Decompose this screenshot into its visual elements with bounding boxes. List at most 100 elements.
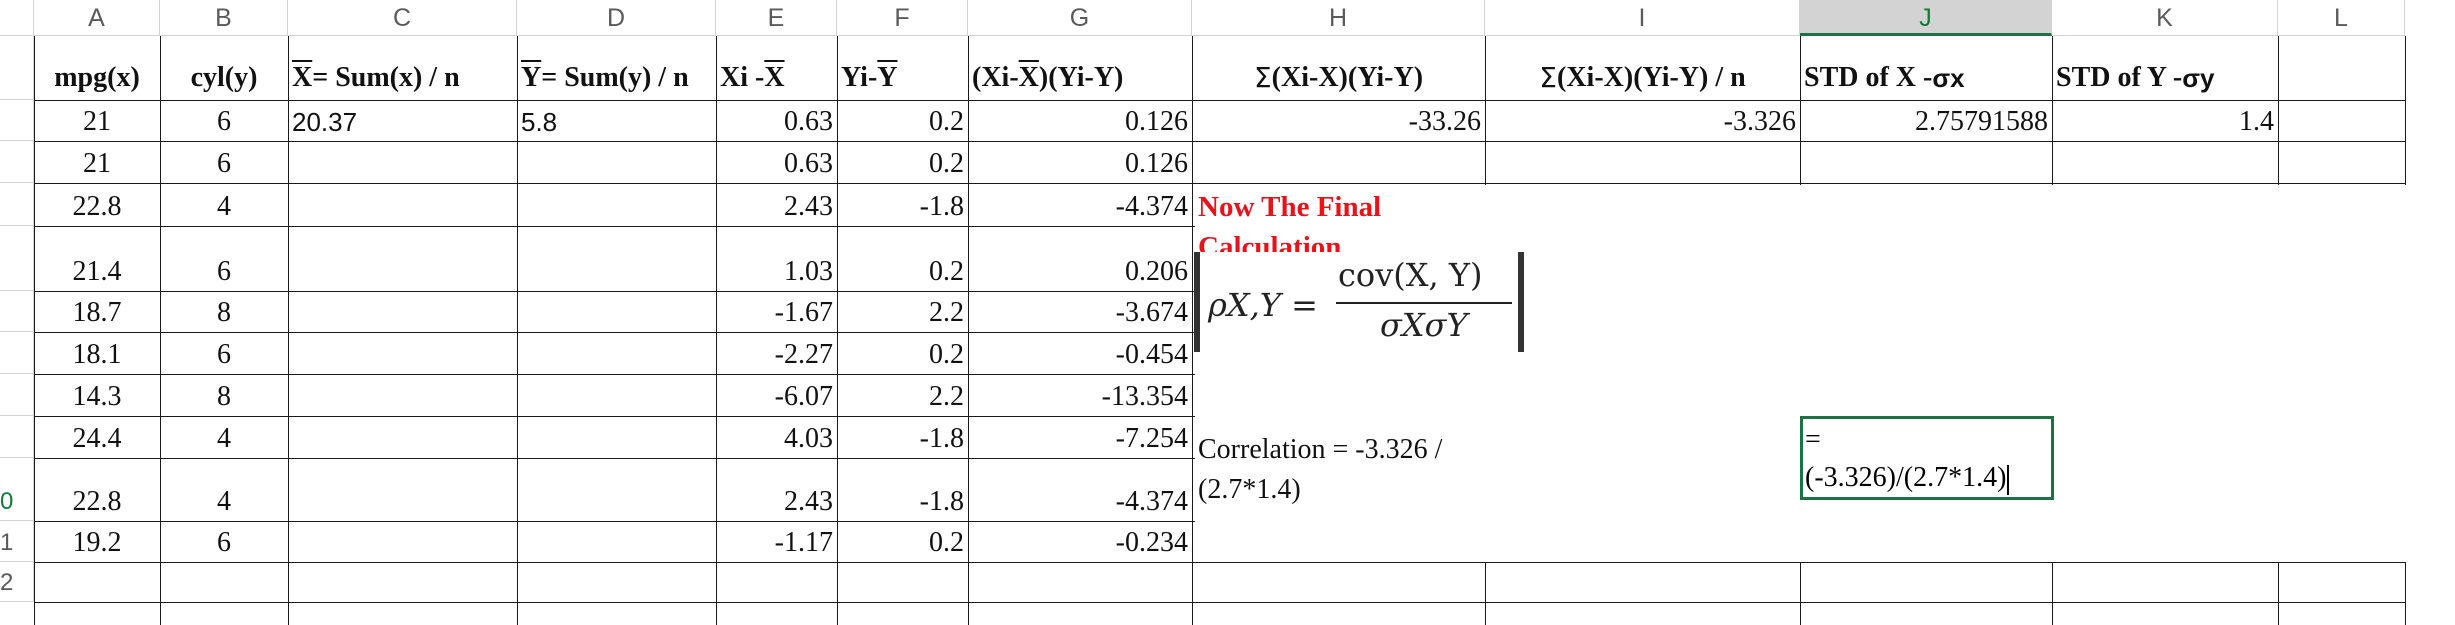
header-std-y[interactable]: STD of Y - σy <box>2052 36 2278 100</box>
cell-mpg[interactable]: 22.8 <box>34 183 160 226</box>
header-x-mean[interactable]: X = Sum(x) / n <box>288 36 517 100</box>
cell-product[interactable]: -4.374 <box>968 183 1192 226</box>
cell-y-deviation[interactable]: -1.8 <box>837 183 968 226</box>
cell-x-deviation[interactable]: 2.43 <box>716 458 837 521</box>
column-header-d[interactable]: D <box>517 0 716 36</box>
header-text: (Xi- <box>972 62 1019 94</box>
cell-x-mean[interactable]: 20.37 <box>288 100 517 141</box>
cell-y-deviation[interactable]: 0.2 <box>837 141 968 183</box>
cell-mpg[interactable]: 18.1 <box>34 332 160 374</box>
column-header-j[interactable]: J <box>1800 0 2052 36</box>
cell-mpg[interactable]: 24.4 <box>34 416 160 458</box>
cell-std-y[interactable]: 1.4 <box>2052 100 2278 141</box>
cell-product[interactable]: -3.674 <box>968 291 1192 332</box>
cell-x-deviation[interactable]: 0.63 <box>716 100 837 141</box>
cell-mpg[interactable]: 21 <box>34 141 160 183</box>
cell-mpg[interactable]: 21 <box>34 100 160 141</box>
cell-sum-product[interactable]: -33.26 <box>1192 100 1485 141</box>
column-header-e[interactable]: E <box>716 0 837 36</box>
column-header-g[interactable]: G <box>968 0 1192 36</box>
header-y-mean[interactable]: Y = Sum(y) / n <box>517 36 716 100</box>
cell-x-deviation[interactable]: -1.17 <box>716 521 837 562</box>
row-header[interactable] <box>0 183 34 226</box>
cell-product[interactable]: 0.126 <box>968 100 1192 141</box>
cell-std-x[interactable]: 2.75791588 <box>1800 100 2052 141</box>
row-header[interactable] <box>0 416 34 458</box>
cell-y-deviation[interactable]: -1.8 <box>837 458 968 521</box>
y-bar-symbol: Y <box>521 62 541 94</box>
column-header-a[interactable]: A <box>34 0 160 36</box>
cell-mpg[interactable]: 14.3 <box>34 374 160 416</box>
header-mpg[interactable]: mpg(x) <box>34 36 160 100</box>
cell-mpg[interactable]: 19.2 <box>34 521 160 562</box>
row-header[interactable] <box>0 141 34 183</box>
cell-cyl[interactable]: 6 <box>160 226 288 291</box>
cell-cyl[interactable]: 8 <box>160 291 288 332</box>
cell-x-deviation[interactable]: -1.67 <box>716 291 837 332</box>
cell-product[interactable]: -7.254 <box>968 416 1192 458</box>
cell-x-deviation[interactable]: 0.63 <box>716 141 837 183</box>
cell-x-deviation[interactable]: -6.07 <box>716 374 837 416</box>
column-header-k[interactable]: K <box>2052 0 2278 36</box>
column-header-c[interactable]: C <box>288 0 517 36</box>
cell-x-deviation[interactable]: 1.03 <box>716 226 837 291</box>
cell-y-deviation[interactable]: -1.8 <box>837 416 968 458</box>
cell-cyl[interactable]: 4 <box>160 458 288 521</box>
cell-product[interactable]: 0.206 <box>968 226 1192 291</box>
cell-cyl[interactable]: 4 <box>160 183 288 226</box>
cell-cyl[interactable]: 8 <box>160 374 288 416</box>
cell-product[interactable]: -0.234 <box>968 521 1192 562</box>
header-std-x[interactable]: STD of X - σx <box>1800 36 2052 100</box>
header-sum-product[interactable]: Σ (Xi-X)(Yi-Y) <box>1192 36 1485 100</box>
select-all-corner[interactable] <box>0 0 34 36</box>
column-header-h[interactable]: H <box>1192 0 1485 36</box>
cell-cyl[interactable]: 6 <box>160 521 288 562</box>
header-covariance[interactable]: Σ (Xi-X)(Yi-Y) / n <box>1485 36 1800 100</box>
sigma-icon: Σ <box>1254 61 1272 94</box>
cell-mpg[interactable]: 22.8 <box>34 458 160 521</box>
sigma-y-symbol: σy <box>2182 63 2214 94</box>
active-cell-j10[interactable]: = (-3.326)/(2.7*1.4) <box>1800 416 2054 500</box>
column-header-l[interactable]: L <box>2278 0 2405 36</box>
cell-x-deviation[interactable]: -2.27 <box>716 332 837 374</box>
header-text: (Xi-X)(Yi-Y) <box>1272 62 1423 94</box>
header-x-deviation[interactable]: Xi - X <box>716 36 837 100</box>
cell-product[interactable]: -4.374 <box>968 458 1192 521</box>
cell-y-mean[interactable]: 5.8 <box>517 100 716 141</box>
row-header[interactable] <box>0 374 34 416</box>
cell-y-deviation[interactable]: 0.2 <box>837 332 968 374</box>
row-header[interactable] <box>0 332 34 374</box>
column-header-b[interactable]: B <box>160 0 288 36</box>
cell-x-deviation[interactable]: 2.43 <box>716 183 837 226</box>
cell-product[interactable]: -13.354 <box>968 374 1192 416</box>
cell-cyl[interactable]: 4 <box>160 416 288 458</box>
cell-y-deviation[interactable]: 0.2 <box>837 100 968 141</box>
fraction-bar <box>1336 302 1512 304</box>
cell-cyl[interactable]: 6 <box>160 141 288 183</box>
header-cyl[interactable]: cyl(y) <box>160 36 288 100</box>
row-header[interactable] <box>0 36 34 100</box>
cell-y-deviation[interactable]: 0.2 <box>837 521 968 562</box>
cell-y-deviation[interactable]: 0.2 <box>837 226 968 291</box>
row-header[interactable]: 1 <box>0 521 34 562</box>
cell-cyl[interactable]: 6 <box>160 100 288 141</box>
cell-x-deviation[interactable]: 4.03 <box>716 416 837 458</box>
formula-denominator: σXσY <box>1380 306 1468 344</box>
cell-covariance[interactable]: -3.326 <box>1485 100 1800 141</box>
cell-cyl[interactable]: 6 <box>160 332 288 374</box>
row-header[interactable]: 0 <box>0 458 34 521</box>
header-product[interactable]: (Xi- X)(Yi-Y) <box>968 36 1192 100</box>
cell-mpg[interactable]: 18.7 <box>34 291 160 332</box>
cell-y-deviation[interactable]: 2.2 <box>837 291 968 332</box>
row-header[interactable] <box>0 291 34 332</box>
cell-product[interactable]: -0.454 <box>968 332 1192 374</box>
column-header-i[interactable]: I <box>1485 0 1800 36</box>
row-header[interactable] <box>0 100 34 141</box>
cell-mpg[interactable]: 21.4 <box>34 226 160 291</box>
header-y-deviation[interactable]: Yi- Y <box>837 36 968 100</box>
cell-y-deviation[interactable]: 2.2 <box>837 374 968 416</box>
cell-product[interactable]: 0.126 <box>968 141 1192 183</box>
row-header[interactable] <box>0 226 34 291</box>
column-header-f[interactable]: F <box>837 0 968 36</box>
row-header[interactable]: 2 <box>0 562 34 602</box>
